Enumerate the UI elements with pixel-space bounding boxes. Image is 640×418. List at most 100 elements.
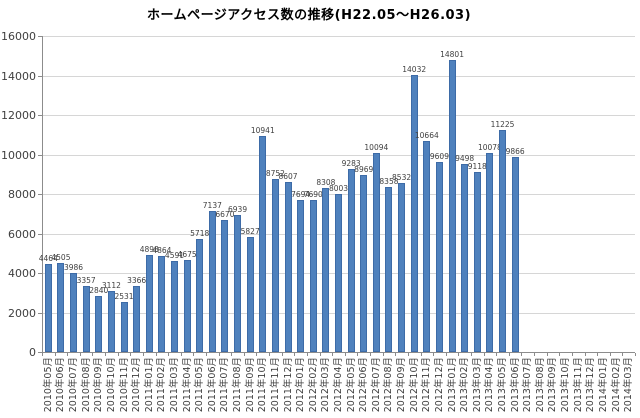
x-axis-tick (42, 353, 43, 356)
bar (360, 174, 368, 352)
x-axis-tick (130, 353, 132, 356)
x-axis-category-label: 2012年04月 (333, 357, 344, 413)
chart-title: ホームページアクセス数の推移(H22.05～H26.03) (146, 8, 472, 23)
bar-value-label: 5718 (190, 229, 210, 239)
bar (170, 261, 178, 352)
x-axis-category-label: 2010年10月 (105, 357, 117, 413)
bar (208, 211, 216, 352)
bar (372, 152, 380, 352)
x-axis-tick (382, 353, 384, 356)
x-axis-tick (483, 353, 485, 356)
x-axis-category-label: 2013年11月 (572, 357, 584, 413)
x-axis-category-label: 2013年10月 (560, 357, 572, 413)
x-axis-category-label: 2014年02月 (610, 357, 622, 413)
bar-value-label: 11225 (490, 120, 515, 130)
y-axis-tick-label: 0 (29, 346, 36, 359)
x-axis-category-label: 2012年10月 (408, 357, 420, 413)
x-axis-tick (546, 353, 548, 356)
bar (183, 259, 191, 352)
y-axis-tick-label: 16000 (1, 30, 36, 43)
y-axis-tick (38, 352, 42, 353)
y-axis-tick-label: 4000 (8, 267, 36, 280)
bar-value-label: 6939 (228, 204, 248, 214)
bar (511, 157, 519, 352)
x-axis-category-label: 2011年04月 (181, 357, 193, 413)
y-axis-tick-label: 8000 (8, 188, 36, 201)
bar-value-label: 2840 (89, 285, 109, 295)
x-axis-tick (445, 353, 447, 356)
bar-value-label: 8969 (354, 164, 374, 174)
x-axis-category-label: 2011年11月 (269, 357, 281, 413)
bar-value-label: 4505 (51, 253, 71, 263)
bar-value-label: 8003 (328, 183, 349, 193)
y-axis-tick (38, 75, 42, 77)
bar-value-label: 4898 (139, 245, 159, 255)
x-axis-tick (231, 353, 233, 356)
y-gridline (42, 115, 635, 116)
bar (44, 263, 52, 352)
x-axis-tick (559, 353, 561, 356)
bar (309, 200, 317, 352)
x-axis-category-label: 2013年06月 (509, 357, 521, 413)
x-axis-category-label: 2010年09月 (93, 357, 105, 413)
bar-value-label: 8752 (265, 169, 285, 179)
x-axis-category-label: 2013年03月 (471, 357, 483, 413)
bar (259, 135, 267, 352)
x-axis-tick (420, 353, 422, 356)
x-axis-category-label: 2010年08月 (80, 357, 92, 413)
bar (133, 285, 141, 352)
bar-value-label: 10941 (250, 125, 275, 135)
bar (486, 152, 494, 352)
bar-value-label: 7137 (202, 201, 222, 211)
x-axis-tick (433, 353, 435, 356)
x-axis-tick (243, 353, 245, 356)
x-axis-category-label: 2012年11月 (421, 357, 433, 413)
x-axis-tick (407, 353, 409, 356)
bar (435, 162, 443, 352)
x-axis-tick (105, 353, 107, 356)
x-axis-tick (117, 353, 119, 356)
bar (448, 59, 456, 352)
x-axis-tick (344, 353, 346, 356)
bar-value-label: 3112 (101, 280, 121, 290)
x-axis-category-label: 2012年06月 (358, 357, 370, 413)
bar-value-label: 9283 (341, 158, 361, 168)
bar (284, 182, 292, 352)
x-axis-category-label: 2012年09月 (396, 357, 408, 413)
x-axis-tick (193, 353, 195, 356)
x-axis-tick (92, 353, 94, 356)
y-axis-tick (38, 194, 42, 195)
bar-value-label: 3357 (76, 275, 96, 285)
bar-value-label: 3366 (127, 275, 147, 285)
x-axis-category-label: 2013年08月 (534, 357, 546, 413)
x-axis-category-label: 2011年02月 (156, 357, 168, 413)
x-axis-tick (370, 353, 372, 356)
bar-value-label: 6670 (215, 210, 235, 220)
x-axis-tick (635, 353, 636, 356)
y-axis-tick (38, 154, 42, 156)
y-axis-tick (38, 115, 42, 116)
x-axis-category-label: 2010年12月 (131, 357, 143, 413)
bar (145, 255, 153, 352)
bar (246, 236, 254, 352)
bar (196, 239, 204, 352)
y-gridline (42, 154, 635, 156)
x-axis-category-label: 2012年01月 (295, 357, 307, 413)
bar-value-label: 4864 (152, 245, 172, 255)
x-axis-tick (54, 353, 56, 356)
x-axis-tick (269, 353, 271, 356)
x-axis-tick (79, 353, 81, 356)
x-axis-category-label: 2011年12月 (282, 357, 294, 413)
x-axis-category-label: 2010年06月 (55, 357, 67, 413)
y-axis-tick-label: 14000 (1, 69, 36, 83)
bar-value-label: 14801 (440, 49, 464, 59)
bar-value-label: 5827 (240, 226, 260, 236)
x-axis-category-label: 2013年01月 (446, 357, 458, 413)
bar (347, 168, 355, 352)
x-axis-category-label: 2012年07月 (370, 357, 382, 413)
bar-value-label: 4464 (38, 253, 58, 263)
x-axis-tick (294, 353, 296, 356)
y-gridline (42, 36, 635, 37)
